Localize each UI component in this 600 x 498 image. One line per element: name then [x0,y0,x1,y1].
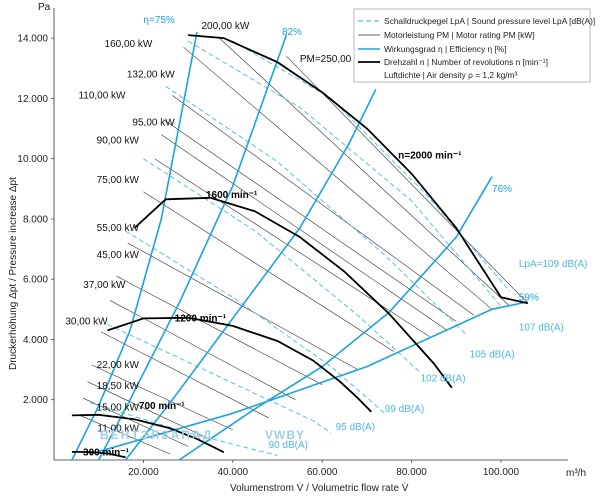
x-tick-label: 40.000 [217,467,248,478]
x-tick-label: 20.000 [128,467,159,478]
power-line [100,331,269,419]
sound-level-label: 105 dB(A) [470,350,515,361]
x-tick-label: 80.000 [396,467,427,478]
power-line [78,414,171,455]
speed-curve [188,34,528,305]
efficiency-curve [178,176,493,461]
power-label: 75,00 kW [97,175,140,186]
y-axis-unit: Pa [38,2,51,13]
legend: Schalldruckpegel LpA | Sound pressure le… [353,8,595,83]
efficiency-curve [71,31,198,461]
power-line [91,364,233,431]
efficiency-label: 76% [492,184,512,195]
legend-entry-efficiency: Wirkungsgrad η | Efficiency η [%] [384,44,507,54]
y-tick-label: 14.000 [17,34,48,45]
x-tick-label: 100.000 [483,467,520,478]
sound-level-line [187,40,502,307]
power-label: 11,00 kW [97,423,139,434]
power-line [286,55,529,304]
power-line [172,95,475,316]
x-axis-unit: m³/h [566,468,586,479]
sound-level-label: 107 dB(A) [519,322,564,333]
sound-level-label: 99 dB(A) [385,404,424,415]
power-line [116,275,323,385]
efficiency-curve [89,301,528,455]
speed-curve [71,413,225,454]
efficiency-curves-layer [71,31,528,461]
power-label: PM=250,00 kW [300,54,369,65]
sound-level-line [165,85,466,334]
speed-label: 300 min⁻¹ [83,447,130,458]
x-tick-label: 60.000 [307,467,338,478]
speed-label: 700 min⁻¹ [139,401,186,412]
legend-box [353,8,591,83]
sound-lines-layer [89,40,511,456]
sound-level-label: 90 dB(A) [269,440,308,451]
power-label: 90,00 kW [97,136,140,147]
speed-curve [107,316,372,413]
speed-label: 1600 min⁻¹ [206,190,258,201]
power-line [143,191,394,352]
speed-curve [133,196,453,389]
watermark-text: ВЕНТЭЛЗАПАД [100,428,213,442]
efficiency-curve [97,34,288,461]
power-label: 132,00 kW [127,69,175,80]
power-line [87,381,207,438]
power-label: 95,00 kW [132,118,175,129]
sound-level-label: 95 dB(A) [336,422,375,433]
power-label: 30,00 kW [65,316,108,327]
power-label: 22,00 kW [97,360,140,371]
sound-level-label: 102 dB(A) [421,374,466,385]
power-label: 18,50 kW [97,381,140,392]
speed-curves-layer [71,34,528,459]
speed-curve [71,451,126,459]
y-tick-label: 4.000 [23,335,48,346]
legend-entry-speed: Drehzahl n | Number of revolutions n [mi… [384,57,548,67]
power-lines-layer [78,37,529,455]
y-tick-label: 2.000 [23,395,48,406]
speed-label: n=2000 min⁻¹ [398,151,462,162]
power-line [161,134,448,331]
sound-level-line [125,230,386,414]
power-line [154,158,430,337]
y-tick-label: 8.000 [23,214,48,225]
power-label: 15,00 kW [97,402,140,413]
power-line [163,119,457,322]
power-label: 110,00 kW [78,90,126,101]
power-label: 45,00 kW [97,250,140,261]
speed-label: 1200 min⁻¹ [175,313,227,324]
y-axis-label: Druckerhöhung Δpt / Pressure increase Δp… [8,177,19,370]
curve-labels-layer: 11,00 kW 15,00 kW 18,50 kW 22,00 kW 30,00 kW… [65,15,587,458]
power-line [109,300,296,400]
efficiency-label: 82% [282,27,302,38]
efficiency-curve [124,89,377,461]
power-label: 55,00 kW [97,223,140,234]
legend-entry-sound: Schalldruckpegel LpA | Sound pressure le… [384,16,595,26]
power-label: 160,00 kW [105,39,153,50]
y-tick-label: 10.000 [17,154,48,165]
legend-entry-power: Motorleistung PM | Motor rating PM [kW] [384,30,535,40]
power-label: 37,00 kW [83,280,126,291]
power-line [127,242,359,370]
sound-level-line [107,323,332,434]
sound-level-line [232,40,511,292]
efficiency-label: 59% [519,292,539,303]
power-label: 200,00 kW [201,21,249,32]
watermark-text-2: VWBY [265,428,305,442]
x-axis-label: Volumenstrom V̇ / Volumetric flow rate V… [230,481,409,494]
power-line [183,46,493,310]
efficiency-label: η=75% [143,15,175,26]
power-line [219,37,511,307]
axis-ticks: 2.000 4.000 6.000 8.000 10.000 12.000 14.000 20… [17,34,519,478]
legend-entry-density: Luftdichte | Air density ρ = 1,2 kg/m³ [384,70,518,80]
sound-level-label: LpA=109 dB(A) [519,259,588,270]
sound-level-line [143,158,421,373]
y-tick-label: 12.000 [17,94,48,105]
y-tick-label: 6.000 [23,275,48,286]
